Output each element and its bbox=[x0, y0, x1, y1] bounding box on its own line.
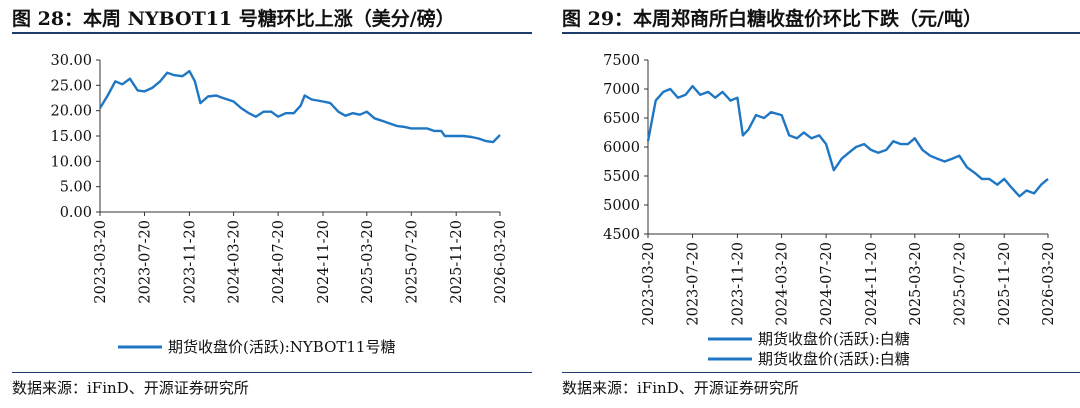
x-tick-label: 2024-07-20 bbox=[819, 242, 835, 326]
data-source-note: 数据来源：iFinD、开源证券研究所 bbox=[12, 372, 532, 402]
y-tick-label: 7500 bbox=[603, 53, 640, 69]
legend-label: 期货收盘价(活跃):NYBOT11号糖 bbox=[168, 338, 395, 356]
y-tick-label: 6000 bbox=[603, 140, 640, 156]
x-tick-label: 2023-07-20 bbox=[138, 220, 154, 304]
y-tick-label: 5000 bbox=[603, 198, 640, 214]
y-tick-label: 5.00 bbox=[60, 180, 92, 196]
series-line bbox=[646, 84, 1049, 198]
x-tick-label: 2023-07-20 bbox=[686, 242, 702, 326]
nybot-sugar-line-chart: 0.00 5.00 10.00 15.00 20.00 25.00 30.00 2023-03… bbox=[50, 53, 509, 356]
x-tick-label: 2025-03-20 bbox=[908, 242, 924, 326]
x-tick-label: 2025-03-20 bbox=[360, 220, 376, 304]
series-line bbox=[98, 69, 501, 144]
x-tick-label: 2024-03-20 bbox=[227, 220, 243, 304]
y-tick-label: 4500 bbox=[603, 227, 640, 243]
x-tick-label: 2024-03-20 bbox=[775, 242, 791, 326]
x-tick-label: 2023-11-20 bbox=[730, 242, 746, 326]
x-tick-label: 2024-11-20 bbox=[316, 220, 332, 304]
x-tick-label: 2026-03-20 bbox=[1041, 242, 1057, 326]
x-tick-label: 2024-07-20 bbox=[271, 220, 287, 304]
y-tick-label: 0.00 bbox=[60, 205, 92, 221]
y-tick-label: 30.00 bbox=[50, 53, 92, 69]
chart-title: 图 29：本周郑商所白糖收盘价环比下跌（元/吨） bbox=[562, 4, 1080, 34]
x-tick-label: 2025-11-20 bbox=[997, 242, 1013, 326]
y-tick-label: 6500 bbox=[603, 111, 640, 127]
chart-panel-zce: 图 29：本周郑商所白糖收盘价环比下跌（元/吨） 4500 5000 5500 600… bbox=[562, 0, 1080, 408]
x-tick-label: 2025-07-20 bbox=[404, 220, 420, 304]
x-tick-label: 2026-03-20 bbox=[493, 220, 509, 304]
x-tick-label: 2023-03-20 bbox=[641, 242, 657, 326]
y-tick-label: 25.00 bbox=[50, 78, 92, 94]
x-tick-label: 2024-11-20 bbox=[864, 242, 880, 326]
data-source-note: 数据来源：iFinD、开源证券研究所 bbox=[562, 372, 1080, 402]
y-tick-label: 20.00 bbox=[50, 104, 92, 120]
zce-white-sugar-line-chart: 4500 5000 5500 6000 6500 7000 7500 2023-03-20 20… bbox=[603, 53, 1057, 368]
y-tick-label: 7000 bbox=[603, 82, 640, 98]
chart-title: 图 28：本周 NYBOT11 号糖环比上涨（美分/磅） bbox=[12, 4, 532, 34]
y-tick-label: 10.00 bbox=[50, 154, 92, 170]
y-tick-label: 15.00 bbox=[50, 129, 92, 145]
legend-label: 期货收盘价(活跃):白糖 bbox=[758, 350, 910, 368]
x-tick-label: 2023-11-20 bbox=[182, 220, 198, 304]
x-tick-label: 2025-07-20 bbox=[952, 242, 968, 326]
y-tick-label: 5500 bbox=[603, 169, 640, 185]
x-tick-label: 2023-03-20 bbox=[93, 220, 109, 304]
x-tick-label: 2025-11-20 bbox=[449, 220, 465, 304]
chart-panel-nybot: 图 28：本周 NYBOT11 号糖环比上涨（美分/磅） 0.00 5.00 10.… bbox=[12, 0, 532, 408]
legend-label: 期货收盘价(活跃):白糖 bbox=[758, 330, 910, 348]
